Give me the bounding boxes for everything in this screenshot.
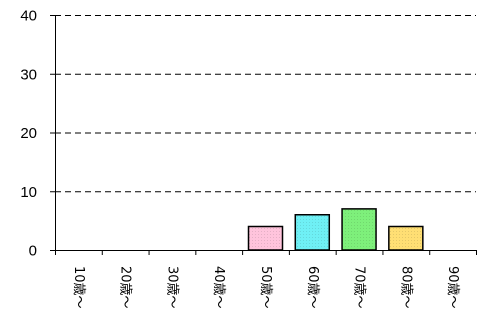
x-category-label: 20歳～ [118,266,133,309]
bar-texture [342,208,377,250]
y-tick-labels: 0 10 20 30 40 [20,8,37,260]
y-tick-label: 20 [20,125,37,142]
x-category-label: 80歳～ [398,266,413,309]
x-category-label: 70歳～ [352,266,367,309]
x-category-label: 50歳～ [258,266,273,309]
axes [50,15,477,255]
y-tick-label: 40 [20,8,37,25]
bar-texture [295,214,330,250]
y-tick-label: 30 [20,66,37,83]
x-category-label: 60歳～ [305,266,320,309]
x-category-label: 90歳～ [445,266,460,309]
bar-texture [388,226,423,250]
x-category-label: 30歳～ [164,266,179,309]
bars [247,208,424,251]
gridlines [55,15,476,193]
x-category-label: 40歳～ [211,266,226,309]
x-category-labels: 10歳～ 20歳～ 30歳～ 40歳～ 50歳～ 60歳～ 70歳～ 80歳～ 90歳～ [71,266,460,309]
y-tick-label: 0 [29,243,37,260]
x-category-label: 10歳～ [71,266,86,309]
bar-texture [248,226,283,250]
y-tick-label: 10 [20,184,37,201]
